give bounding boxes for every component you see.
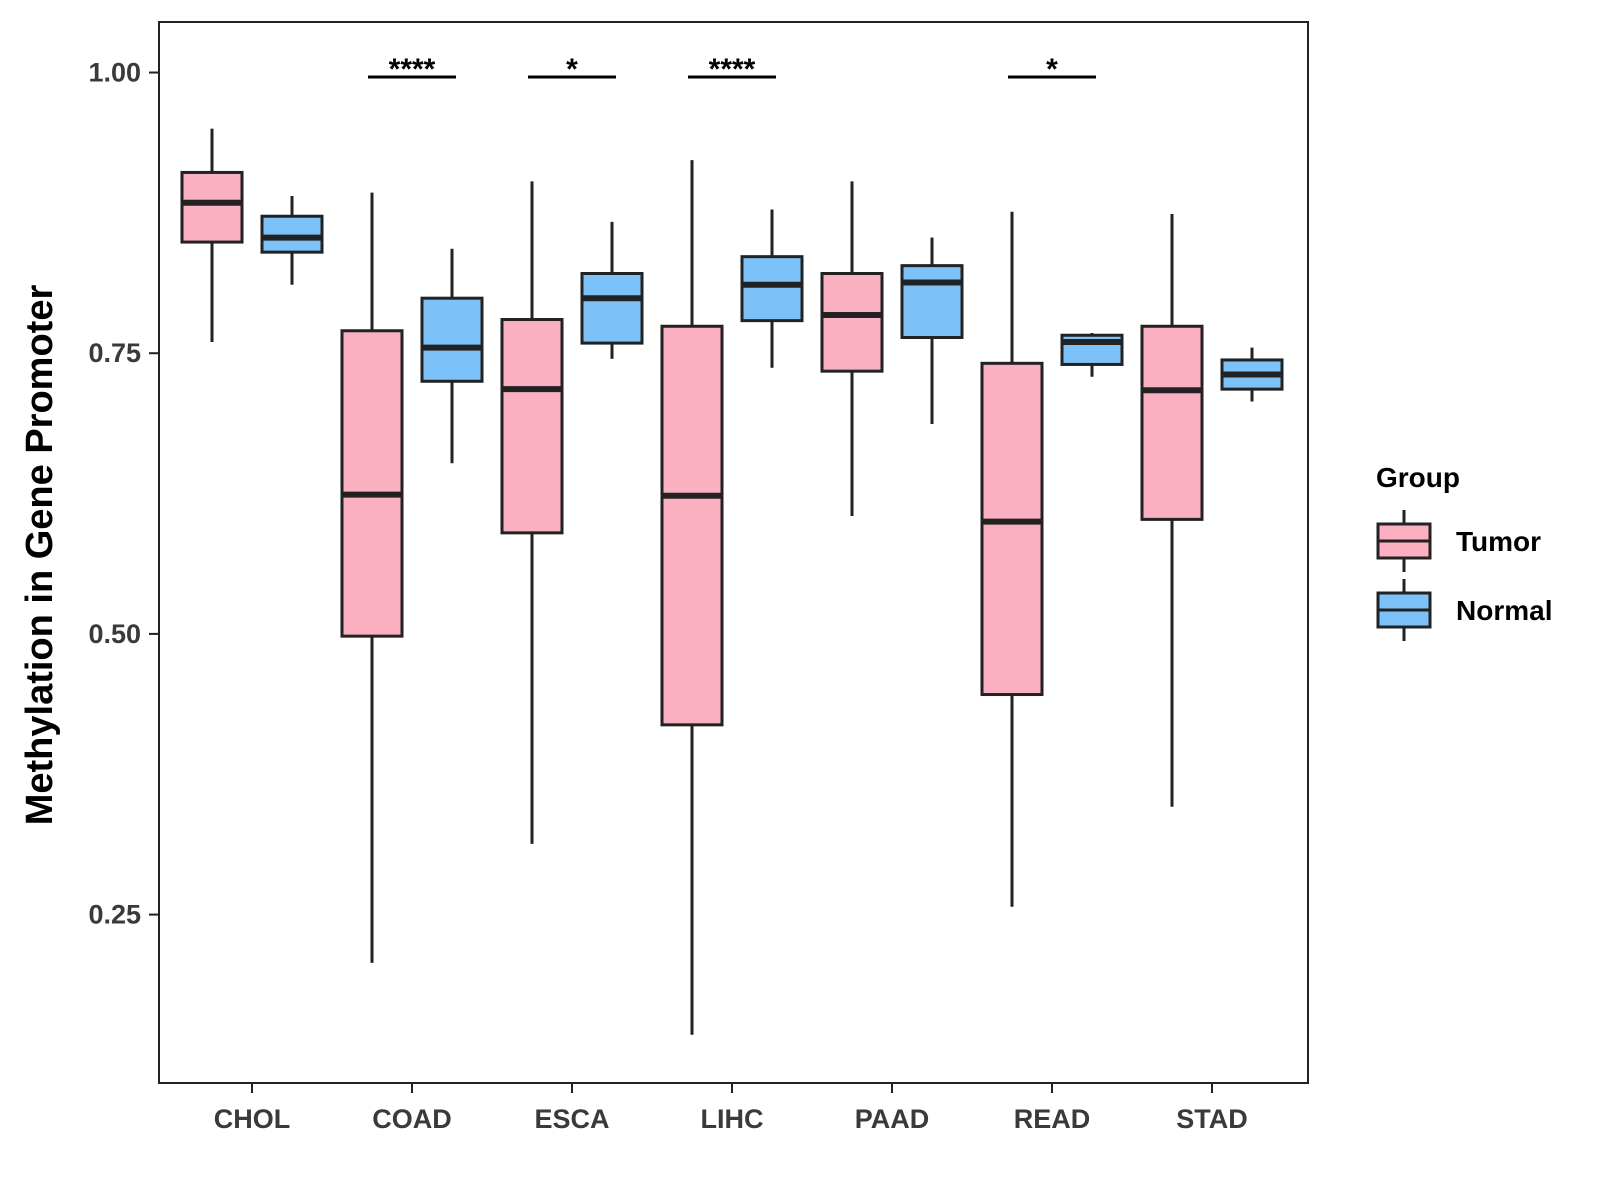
box-normal-stad bbox=[1220, 347, 1284, 402]
box-body bbox=[580, 271, 644, 345]
box-body bbox=[1140, 324, 1204, 521]
box-tumor-paad bbox=[820, 181, 884, 517]
y-tick-label: 1.00 bbox=[88, 58, 141, 88]
box-body bbox=[260, 214, 324, 254]
box-body bbox=[980, 361, 1044, 697]
y-tick-label: 0.25 bbox=[88, 900, 141, 930]
significance-label: **** bbox=[389, 53, 436, 86]
significance-label: * bbox=[566, 53, 578, 86]
box-body bbox=[500, 318, 564, 535]
y-tick-label: 0.75 bbox=[88, 338, 141, 368]
significance-label: * bbox=[1046, 53, 1058, 86]
x-tick-label: ESCA bbox=[534, 1104, 609, 1134]
box-body bbox=[740, 255, 804, 323]
box-tumor-coad bbox=[340, 192, 404, 963]
box-tumor-stad bbox=[1140, 213, 1204, 807]
box-tumor-read bbox=[980, 211, 1044, 907]
box-body bbox=[180, 170, 244, 244]
x-tick-label: CHOL bbox=[214, 1104, 291, 1134]
box-normal-read bbox=[1060, 333, 1124, 377]
box-normal-chol bbox=[260, 196, 324, 285]
x-axis: CHOL COAD ESCA LIHC PAAD READ STAD bbox=[214, 1083, 1248, 1134]
box-tumor-chol bbox=[180, 128, 244, 342]
box-group bbox=[180, 128, 1284, 1035]
box-body bbox=[820, 271, 884, 373]
y-tick-label: 0.50 bbox=[88, 619, 141, 649]
box-body bbox=[420, 296, 484, 383]
significance-annotations: **** * **** * bbox=[368, 53, 1096, 86]
box-body bbox=[340, 329, 404, 638]
x-tick-label: LIHC bbox=[701, 1104, 764, 1134]
legend-label-tumor: Tumor bbox=[1456, 526, 1541, 557]
legend: Group Tumor Normal bbox=[1376, 462, 1552, 641]
box-tumor-lihc bbox=[660, 160, 724, 1035]
box-body bbox=[660, 324, 724, 727]
x-tick-label: READ bbox=[1014, 1104, 1091, 1134]
box-normal-coad bbox=[420, 248, 484, 464]
box-normal-lihc bbox=[740, 209, 804, 368]
box-normal-esca bbox=[580, 221, 644, 359]
x-tick-label: COAD bbox=[372, 1104, 452, 1134]
plot-panel bbox=[158, 21, 1309, 1084]
y-axis: 0.25 0.50 0.75 1.00 bbox=[88, 58, 159, 930]
box-body bbox=[900, 264, 964, 339]
x-tick-label: PAAD bbox=[855, 1104, 930, 1134]
legend-label-normal: Normal bbox=[1456, 595, 1552, 626]
box-tumor-esca bbox=[500, 181, 564, 844]
x-tick-label: STAD bbox=[1176, 1104, 1248, 1134]
box-normal-paad bbox=[900, 237, 964, 424]
significance-label: **** bbox=[709, 53, 756, 86]
y-axis-title: Methylation in Gene Promoter bbox=[19, 285, 61, 826]
legend-title: Group bbox=[1376, 462, 1460, 493]
